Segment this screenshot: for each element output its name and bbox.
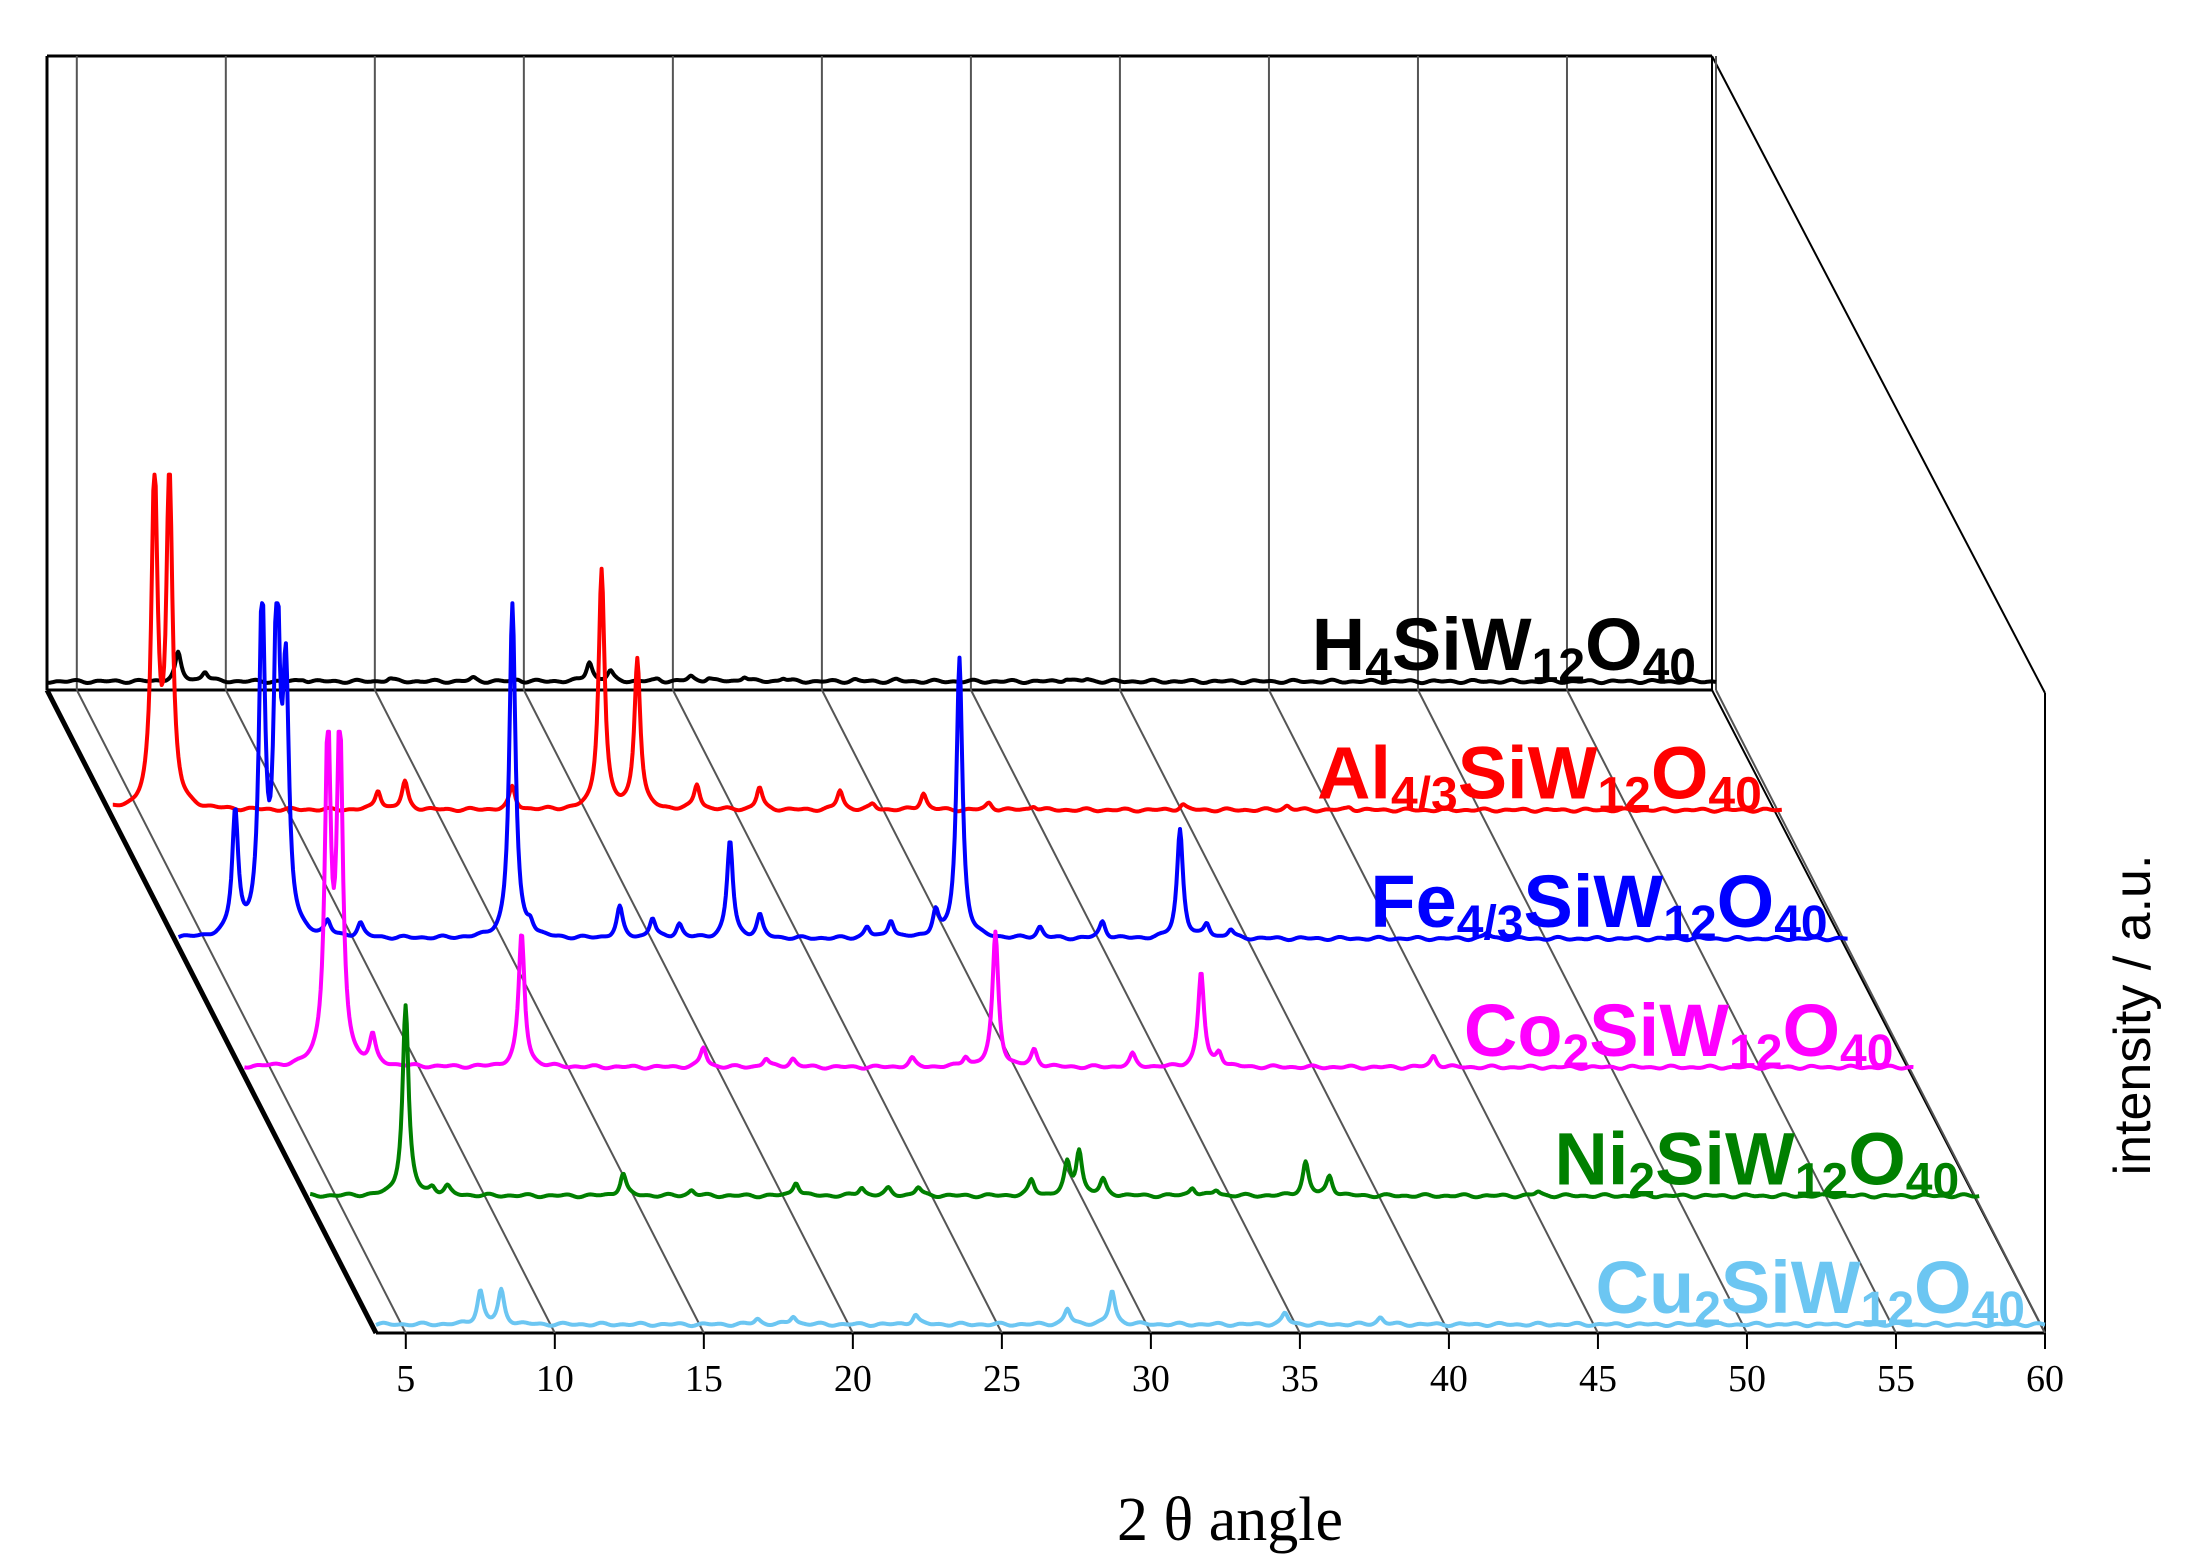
grid-line-floor [373,689,705,1334]
x-axis-ticks: 5 10 15 20 25 30 35 40 45 50 55 60 [396,1333,2064,1400]
series-label: Fe4/3SiW12O40 [1370,860,1827,950]
x-tick-label: 50 [1728,1358,1766,1400]
x-tick-label: 30 [1132,1358,1170,1400]
series-label: Ni2SiW12O40 [1554,1117,1959,1207]
x-tick-label: 35 [1281,1358,1319,1400]
x-tick-label: 60 [2026,1358,2064,1400]
series-label: Al4/3SiW12O40 [1317,732,1762,822]
grid-line-floor [75,689,407,1334]
left-floor-edge [44,688,379,1335]
x-tick-label: 55 [1877,1358,1915,1400]
x-tick-label: 45 [1579,1358,1617,1400]
series-line [375,1286,2046,1329]
series-line [46,649,1717,686]
grid-line-floor [224,689,556,1334]
grid-line-floor [970,689,1301,1334]
series-label: Cu2SiW12O40 [1596,1246,2025,1336]
series-line [112,472,1783,814]
grid-line-floor [522,689,854,1334]
grid-line-floor [1417,689,1748,1334]
series-label: H4SiW12O40 [1312,603,1696,693]
grid-line-floor [821,689,1152,1334]
x-tick-label: 25 [983,1358,1021,1400]
x-tick-label: 15 [685,1358,723,1400]
series-line [177,601,1849,943]
x-tick-label: 40 [1430,1358,1468,1400]
grid-line-floor [1268,689,1599,1334]
x-tick-label: 5 [396,1358,415,1400]
grid-line-floor [1715,689,2046,1334]
x-tick-label: 10 [536,1358,574,1400]
grid-line-floor [1566,689,1897,1334]
series-line [243,729,1915,1071]
x-axis-label: 2 θ angle [1117,1486,1343,1554]
series-line [309,1003,1980,1200]
chart-frame [44,54,2046,1335]
series-label: Co2SiW12O40 [1464,989,1893,1079]
series-labels: H4SiW12O40 Al4/3SiW12O40 Fe4/3SiW12O40 Co2S… [1312,603,2025,1336]
grid-line-floor [671,689,1003,1334]
grid-line-floor [1119,689,1450,1334]
y-axis-label: intensity / a.u. [2104,855,2162,1176]
x-tick-label: 20 [834,1358,872,1400]
right-top-diagonal [1711,55,2046,694]
series-traces [46,472,2046,1329]
